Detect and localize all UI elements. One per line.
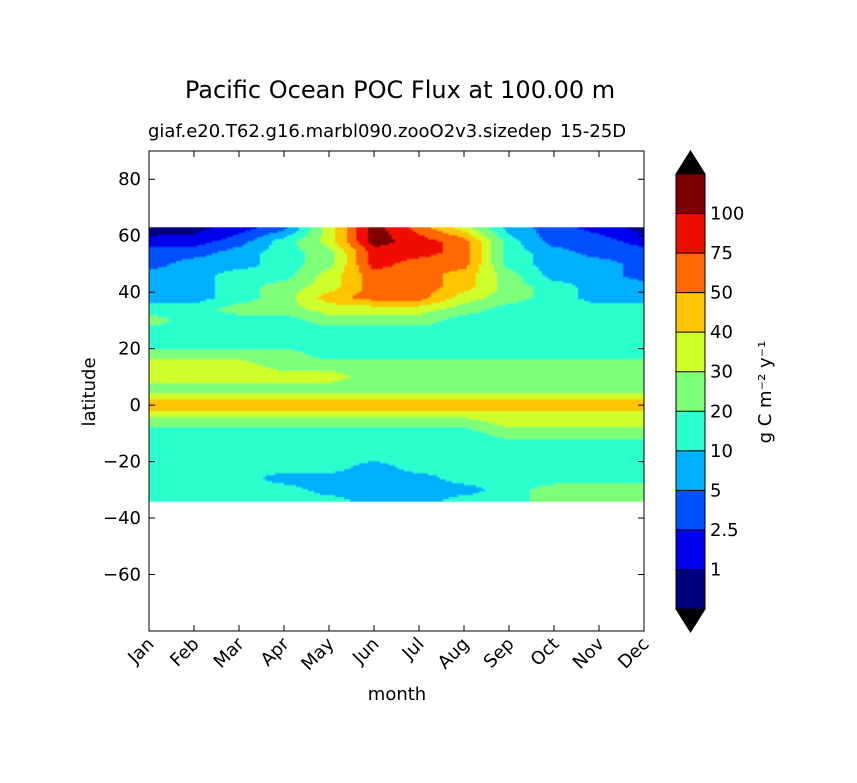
contour-cells [149,227,645,502]
contour-field [149,227,645,502]
